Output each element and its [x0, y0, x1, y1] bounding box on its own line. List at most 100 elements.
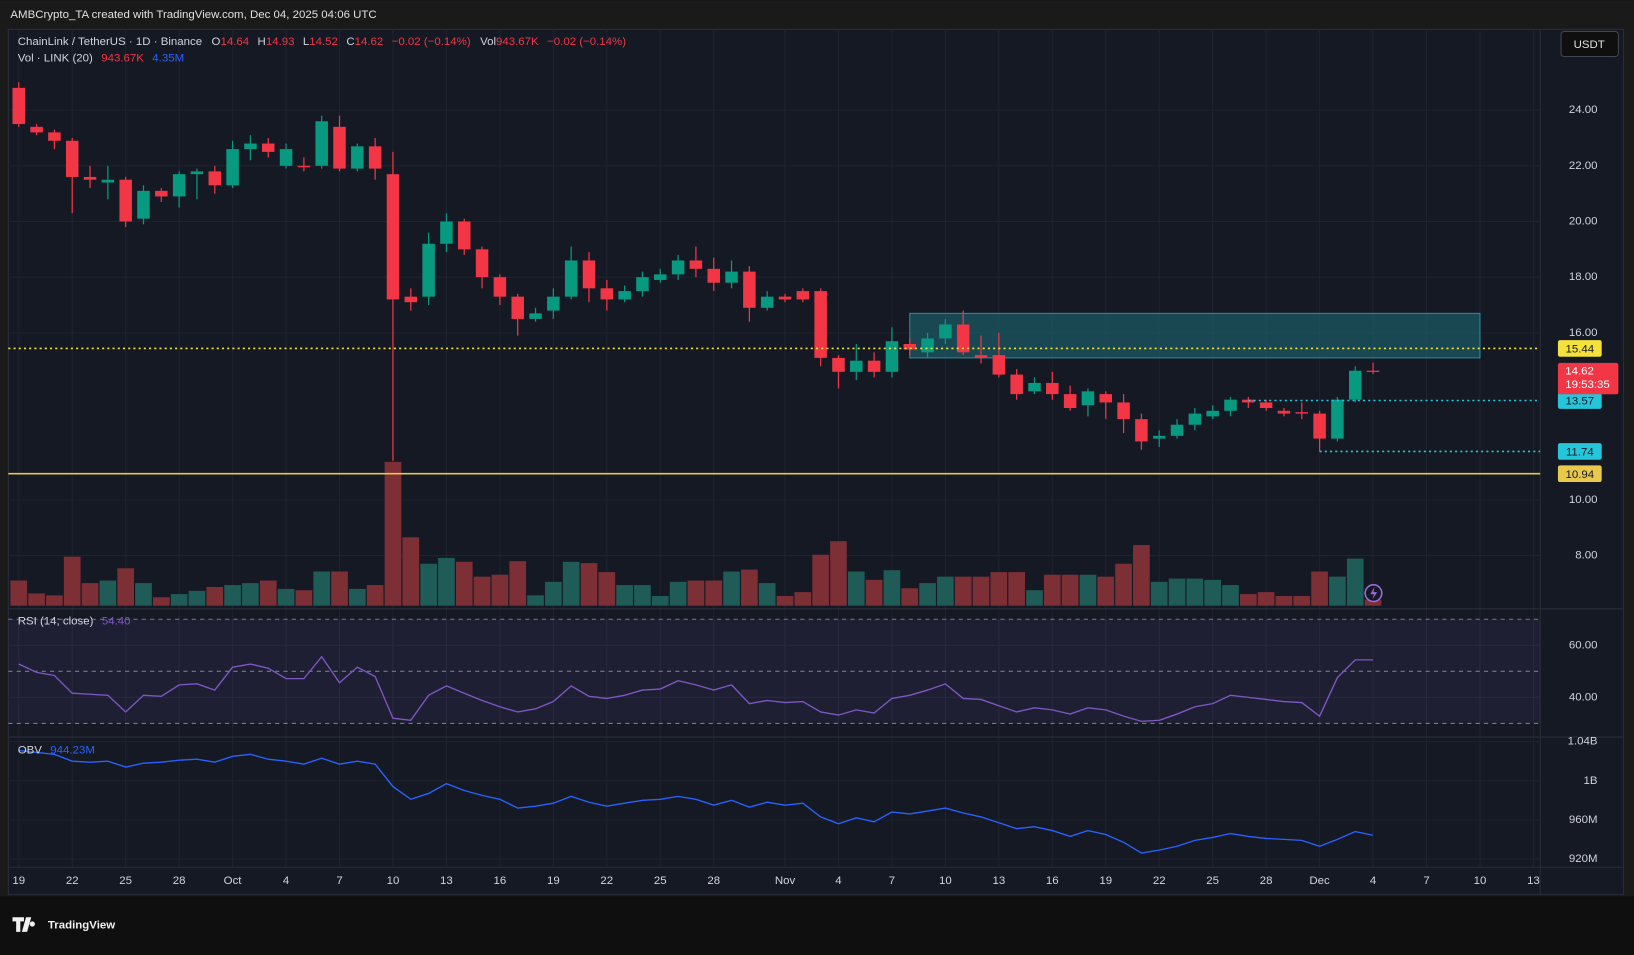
symbol-legend: ChainLink / TetherUS · 1D · Binance O14.…: [18, 36, 627, 48]
volume-bar: [669, 581, 687, 606]
indicator-line: [18, 655, 1374, 723]
y-tick-label: 10.00: [1569, 494, 1598, 506]
candle-body: [992, 355, 1006, 375]
volume-bar: [402, 537, 420, 606]
volume-bar: [1186, 578, 1204, 606]
x-tick-label: 25: [1206, 875, 1219, 887]
candle-body: [636, 277, 649, 292]
volume-bar: [206, 586, 224, 606]
volume-bar: [1115, 563, 1132, 606]
y-tick-label: 22.00: [1569, 160, 1598, 172]
volume-ma-value: 4.35M: [152, 53, 184, 65]
candle-body: [351, 146, 364, 169]
candle-body: [1170, 424, 1184, 436]
volume-bar: [1364, 599, 1382, 606]
legend-value: 14.64: [220, 36, 249, 48]
candle-body: [1295, 412, 1309, 414]
volume-bar: [384, 461, 402, 606]
level-label-box: [1557, 443, 1602, 460]
x-tick-label: 4: [1370, 875, 1377, 887]
candle-body: [30, 126, 43, 133]
candle-body: [1277, 410, 1291, 414]
volume-bar: [28, 593, 45, 606]
level-label: 11.74: [1566, 447, 1594, 459]
candle-body: [850, 360, 863, 372]
legend-key: Vol: [480, 36, 496, 48]
countdown: 19:53:35: [1565, 379, 1610, 391]
volume-bar: [1026, 590, 1043, 606]
candle-body: [1046, 382, 1059, 395]
volume-bar: [830, 541, 847, 606]
volume-value: 943.67K: [101, 53, 144, 65]
volume-bar: [277, 588, 295, 606]
x-tick-label: 28: [1260, 875, 1273, 887]
obv-value: 944.23M: [50, 745, 95, 757]
volume-bar: [527, 595, 544, 606]
x-tick-label: 7: [336, 875, 342, 887]
x-tick-label: 13: [992, 875, 1005, 887]
candle-body: [743, 271, 756, 308]
candle-body: [1010, 374, 1023, 395]
y-tick-label: 960M: [1569, 814, 1598, 826]
y-tick-label: 24.00: [1569, 104, 1598, 116]
x-tick-label: 19: [547, 875, 560, 887]
x-tick-label: 13: [440, 875, 453, 887]
volume-bar: [937, 576, 954, 606]
candle-body: [939, 324, 952, 339]
y-tick-label: 16.00: [1569, 327, 1598, 339]
volume-bar: [794, 592, 812, 606]
x-tick-label: 19: [12, 875, 25, 887]
volume-bar: [758, 583, 776, 606]
x-tick-label: 7: [1423, 875, 1429, 887]
candle-body: [956, 324, 970, 353]
candle-body: [832, 357, 845, 372]
volume-bar: [1311, 571, 1328, 606]
candle-body: [760, 296, 774, 308]
volume-bar: [616, 585, 633, 606]
candle-body: [261, 143, 275, 152]
candle-body: [1152, 435, 1166, 439]
level-label-box: [1557, 465, 1602, 483]
candle-body: [48, 132, 61, 141]
volume-bar: [63, 556, 81, 606]
candle-body: [83, 176, 97, 180]
candle-body: [778, 296, 792, 300]
volume-bar: [10, 580, 28, 606]
volume-bar: [990, 572, 1008, 606]
candle-body: [208, 171, 222, 186]
volume-bar: [1257, 592, 1275, 606]
candle-body: [12, 87, 26, 125]
y-tick-label: 18.00: [1569, 271, 1598, 283]
legend-key: H: [258, 36, 266, 48]
candle-body: [1224, 399, 1237, 411]
candle-body: [796, 291, 810, 300]
y-tick-label: 1.04B: [1568, 736, 1598, 748]
volume-bar: [455, 561, 473, 606]
logo-mark: [12, 917, 35, 932]
candle-body: [119, 179, 132, 222]
candle-body: [564, 260, 578, 297]
legend-value: 14.62: [355, 36, 384, 48]
level-label-box: [1557, 392, 1602, 409]
currency-button[interactable]: [1560, 30, 1619, 58]
currency[interactable]: USDT: [1574, 39, 1605, 51]
candle-body: [404, 296, 418, 303]
candle-body: [475, 249, 489, 278]
volume-bar: [295, 590, 313, 606]
volume-bar: [313, 571, 331, 606]
candle-body: [654, 274, 667, 280]
volume-bar: [1293, 596, 1311, 606]
x-tick-label: Dec: [1309, 875, 1330, 887]
candle-body: [493, 277, 507, 297]
x-tick-label: 7: [889, 875, 895, 887]
x-tick-label: 10: [939, 875, 952, 887]
x-tick-label: 22: [1153, 875, 1166, 887]
volume-bar: [901, 588, 919, 606]
candle-body: [1117, 402, 1130, 420]
volume-bar: [331, 571, 348, 606]
legend-value: 14.93: [266, 36, 295, 48]
volume-bar: [188, 590, 206, 606]
chart-area: [7, 28, 1625, 895]
